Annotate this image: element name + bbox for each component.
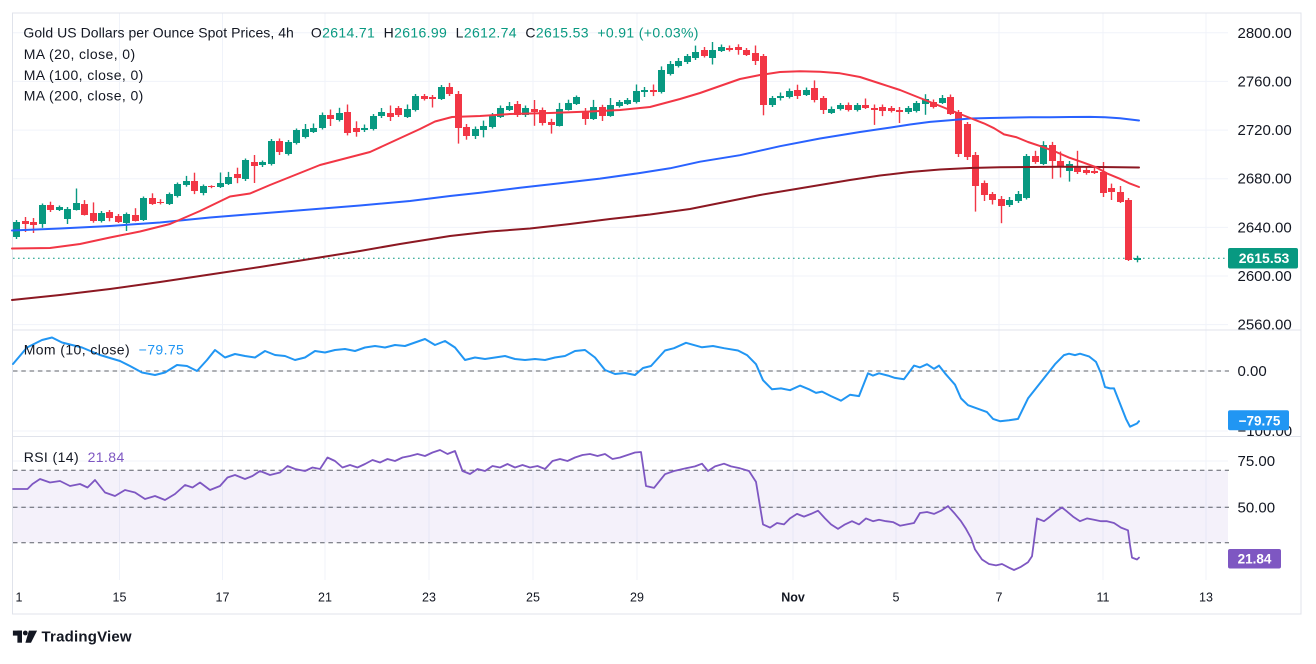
svg-text:23: 23 — [422, 591, 436, 605]
svg-text:21: 21 — [318, 591, 332, 605]
svg-text:Mom (10, close) −79.75: Mom (10, close) −79.75 — [24, 341, 185, 357]
svg-text:5: 5 — [893, 591, 900, 605]
svg-text:13: 13 — [1199, 591, 1213, 605]
svg-text:17: 17 — [216, 591, 230, 605]
svg-text:RSI (14) 21.84: RSI (14) 21.84 — [24, 449, 125, 465]
svg-text:2560.00: 2560.00 — [1238, 317, 1292, 334]
svg-text:MA (100, close, 0): MA (100, close, 0) — [24, 67, 144, 83]
svg-text:2720.00: 2720.00 — [1238, 122, 1292, 139]
svg-text:2615.53: 2615.53 — [1239, 250, 1290, 266]
svg-text:Nov: Nov — [781, 591, 805, 605]
svg-text:Gold US Dollars per Ounce Spot: Gold US Dollars per Ounce Spot Prices, 4… — [23, 25, 698, 41]
svg-text:15: 15 — [113, 591, 127, 605]
svg-text:25: 25 — [526, 591, 540, 605]
svg-text:MA (20, close, 0): MA (20, close, 0) — [24, 46, 136, 62]
svg-text:2600.00: 2600.00 — [1238, 268, 1292, 285]
svg-text:2640.00: 2640.00 — [1238, 219, 1292, 236]
svg-text:7: 7 — [996, 591, 1003, 605]
svg-text:11: 11 — [1097, 591, 1110, 605]
svg-text:2680.00: 2680.00 — [1238, 171, 1292, 188]
svg-text:−79.75: −79.75 — [1239, 413, 1281, 428]
svg-text:75.00: 75.00 — [1238, 453, 1276, 470]
svg-text:21.84: 21.84 — [1238, 552, 1272, 567]
svg-text:2760.00: 2760.00 — [1238, 73, 1292, 90]
svg-text:0.00: 0.00 — [1238, 363, 1267, 380]
svg-text:2800.00: 2800.00 — [1238, 25, 1292, 42]
svg-text:50.00: 50.00 — [1238, 499, 1276, 516]
svg-text:1: 1 — [16, 591, 23, 605]
svg-text:TradingView: TradingView — [42, 629, 132, 646]
svg-text:MA (200, close, 0): MA (200, close, 0) — [24, 88, 144, 104]
svg-text:29: 29 — [630, 591, 644, 605]
